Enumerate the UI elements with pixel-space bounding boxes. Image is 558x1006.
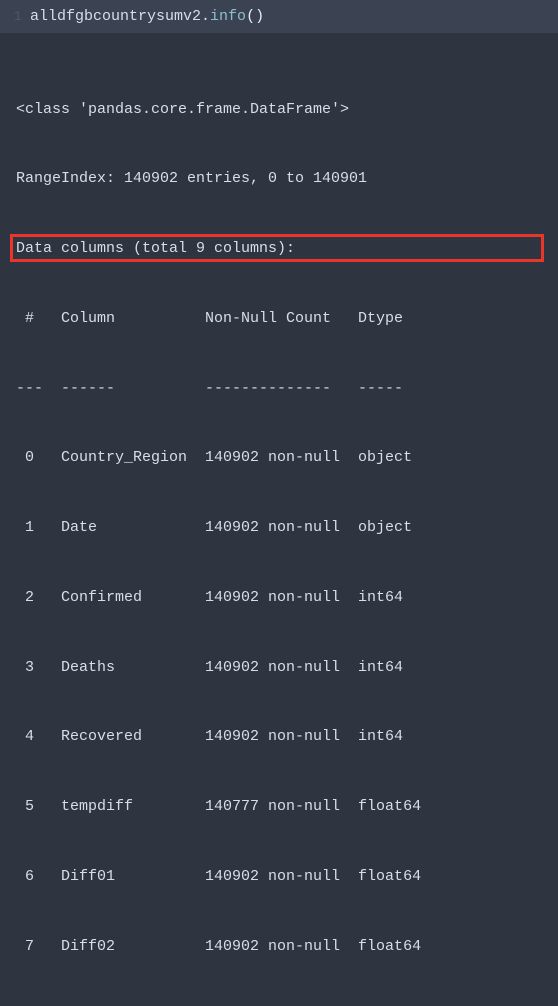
- table-row: 5 tempdiff 140777 non-null float64: [16, 795, 542, 818]
- output-class-line: <class 'pandas.core.frame.DataFrame'>: [16, 98, 542, 121]
- line-number: 1: [0, 9, 30, 25]
- table-row: 4 Recovered 140902 non-null int64: [16, 725, 542, 748]
- paren-token: (): [246, 8, 264, 25]
- code-content: alldfgbcountrysumv2.info(): [30, 8, 264, 25]
- output-separator-line: --- ------ -------------- -----: [16, 377, 542, 400]
- table-row: 6 Diff01 140902 non-null float64: [16, 865, 542, 888]
- identifier-token: alldfgbcountrysumv2: [30, 8, 201, 25]
- output-area: <class 'pandas.core.frame.DataFrame'> Ra…: [0, 33, 558, 1006]
- code-input-cell[interactable]: 1 alldfgbcountrysumv2.info(): [0, 0, 558, 33]
- table-row: 3 Deaths 140902 non-null int64: [16, 656, 542, 679]
- table-row: 1 Date 140902 non-null object: [16, 516, 542, 539]
- output-datacols-line: Data columns (total 9 columns):: [16, 237, 542, 260]
- notebook-cell: 1 alldfgbcountrysumv2.info() <class 'pan…: [0, 0, 558, 1006]
- table-row: 0 Country_Region 140902 non-null object: [16, 446, 542, 469]
- table-row: 2 Confirmed 140902 non-null int64: [16, 586, 542, 609]
- table-row: 8 Permil01 140902 non-null int64: [16, 1004, 542, 1006]
- table-row: 7 Diff02 140902 non-null float64: [16, 935, 542, 958]
- output-rangeindex-line: RangeIndex: 140902 entries, 0 to 140901: [16, 167, 542, 190]
- output-header-line: # Column Non-Null Count Dtype: [16, 307, 542, 330]
- dot-token: .: [201, 8, 210, 25]
- method-token: info: [210, 8, 246, 25]
